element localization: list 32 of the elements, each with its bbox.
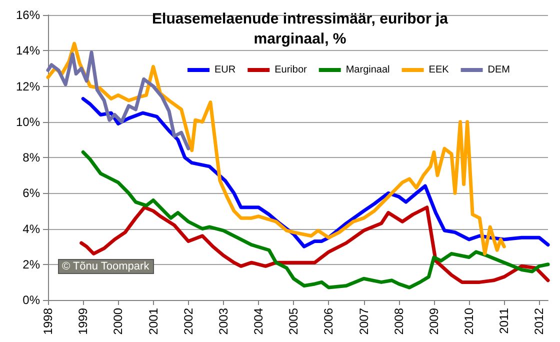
x-tick-label: 2010	[462, 308, 476, 335]
legend-label: Marginaal	[346, 64, 390, 76]
x-tick-label: 2006	[322, 308, 336, 335]
y-tick-label: 0%	[22, 293, 40, 307]
legend-label: DEM	[488, 64, 510, 76]
y-tick-label: 6%	[22, 186, 40, 200]
x-tick-label: 2005	[286, 308, 301, 335]
x-tick-label: 2008	[392, 308, 406, 335]
x-tick-label: 1998	[41, 308, 55, 335]
x-tick-label: 2004	[252, 308, 266, 335]
legend-label: EEK	[428, 64, 450, 76]
x-tick-label: 2001	[146, 308, 160, 335]
y-tick-label: 10%	[16, 114, 40, 129]
x-tick-label: 2003	[216, 308, 230, 335]
y-tick-label: 2%	[22, 257, 40, 272]
y-tick-label: 8%	[22, 150, 40, 164]
line-series	[46, 50, 190, 150]
y-tick-label: 16%	[16, 8, 40, 22]
chart-title: Eluasemelaenude intressimäär, euribor ja marginaal, %	[152, 10, 449, 48]
x-tick-label: 2007	[356, 308, 371, 335]
y-tick-label: 14%	[16, 44, 40, 58]
x-tick-label: 2009	[426, 308, 441, 335]
legend-label: Euribor	[274, 64, 308, 76]
y-tick-label: 12%	[16, 79, 40, 94]
legend-label: EUR	[214, 64, 236, 76]
annotation: © Tõnu Toompark	[62, 260, 150, 272]
x-tick-label: 2000	[111, 308, 126, 335]
y-tick-label: 4%	[22, 222, 40, 236]
x-tick-label: 1999	[76, 308, 90, 335]
x-tick-label: 2012	[532, 308, 546, 335]
x-tick-label: 2011	[497, 308, 512, 334]
x-tick-label: 2002	[181, 308, 196, 335]
